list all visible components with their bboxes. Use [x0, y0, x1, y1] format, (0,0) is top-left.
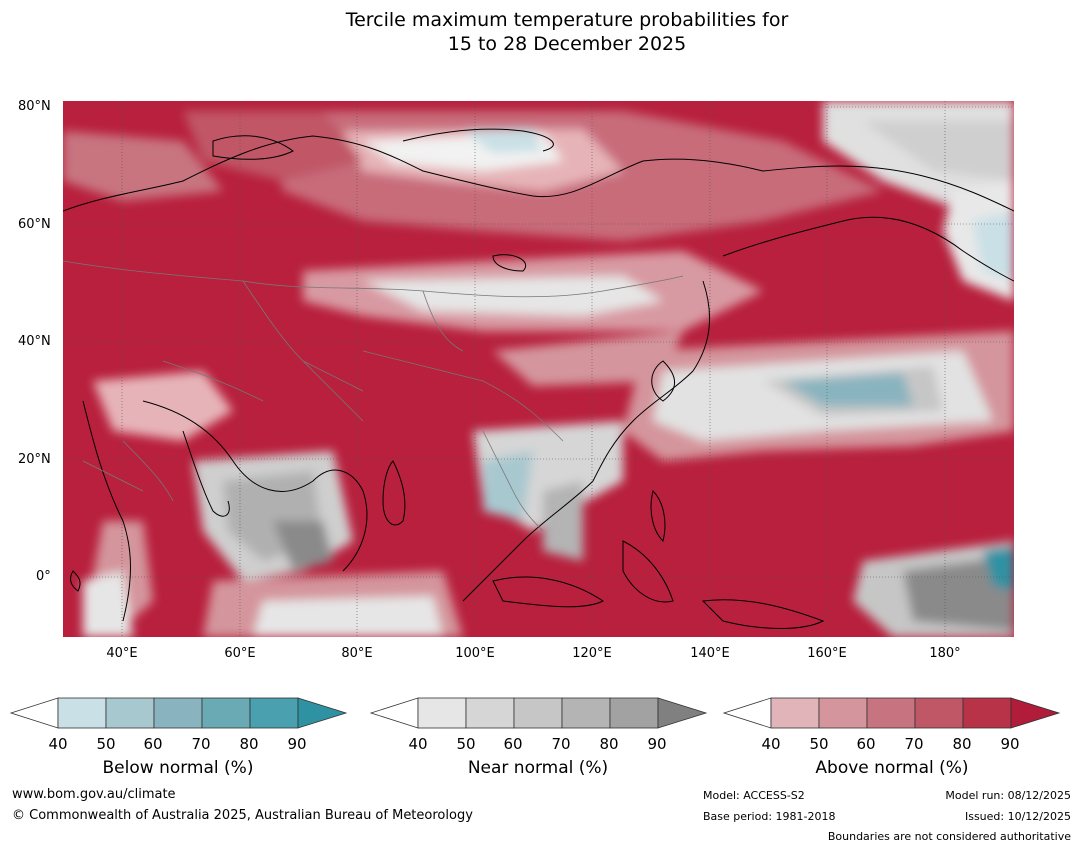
- above-tick-90: 90: [1000, 735, 1020, 753]
- country-boundaries: [62, 260, 684, 532]
- below-normal-segment: [57, 697, 107, 729]
- above-normal-segment: [818, 697, 868, 729]
- below-normal-segment: [105, 697, 155, 729]
- title-line-2: 15 to 28 December 2025: [447, 33, 687, 55]
- near-normal-segment: [417, 697, 467, 729]
- lat-label-0: 0°: [36, 569, 51, 584]
- copyright-text: © Commonwealth of Australia 2025, Austra…: [12, 808, 473, 823]
- above-normal-segment: [770, 697, 820, 729]
- below-normal-segment: [249, 697, 299, 729]
- below-tick-80: 80: [239, 735, 259, 753]
- above-normal-extend-high: [1010, 697, 1061, 729]
- lat-label-60n: 60°N: [18, 217, 51, 232]
- lon-label-180: 180°: [929, 646, 961, 661]
- above-tick-50: 50: [809, 735, 829, 753]
- near-normal-extend-high: [657, 697, 708, 729]
- near-normal-segment: [465, 697, 515, 729]
- map-title: Tercile maximum temperature probabilitie…: [0, 8, 1081, 56]
- below-normal-colorbar: [10, 697, 348, 729]
- coastlines: [62, 128, 1015, 629]
- near-normal-segment: [561, 697, 611, 729]
- below-normal-label: Below normal (%): [102, 758, 254, 778]
- base-period-text: Base period: 1981-2018: [703, 810, 836, 823]
- graticule: [63, 101, 1014, 637]
- model-text: Model: ACCESS-S2: [703, 789, 805, 802]
- below-tick-40: 40: [48, 735, 68, 753]
- near-normal-segment: [513, 697, 563, 729]
- lon-label-80e: 80°E: [341, 646, 373, 661]
- lon-label-120e: 120°E: [572, 646, 612, 661]
- lon-label-160e: 160°E: [807, 646, 847, 661]
- above-tick-60: 60: [856, 735, 876, 753]
- near-tick-90: 90: [647, 735, 667, 753]
- near-normal-label: Near normal (%): [467, 758, 609, 778]
- probability-map: [62, 101, 1015, 637]
- lon-label-40e: 40°E: [106, 646, 138, 661]
- above-normal-segment: [866, 697, 916, 729]
- lon-label-60e: 60°E: [224, 646, 256, 661]
- near-normal-colorbar: [370, 697, 708, 729]
- near-tick-40: 40: [408, 735, 428, 753]
- below-tick-50: 50: [96, 735, 116, 753]
- lat-label-20n: 20°N: [18, 452, 51, 467]
- below-normal-extend-high: [297, 697, 348, 729]
- above-normal-colorbar: [723, 697, 1061, 729]
- below-tick-70: 70: [191, 735, 211, 753]
- above-tick-70: 70: [904, 735, 924, 753]
- lon-label-100e: 100°E: [455, 646, 495, 661]
- lon-label-140e: 140°E: [690, 646, 730, 661]
- near-tick-80: 80: [599, 735, 619, 753]
- disclaimer-text: Boundaries are not considered authoritat…: [827, 830, 1071, 843]
- near-normal-segment: [609, 697, 659, 729]
- above-normal-segment: [962, 697, 1012, 729]
- title-line-1: Tercile maximum temperature probabilitie…: [345, 9, 789, 31]
- near-tick-70: 70: [551, 735, 571, 753]
- model-run-text: Model run: 08/12/2025: [945, 789, 1071, 802]
- website-link[interactable]: www.bom.gov.au/climate: [12, 787, 176, 802]
- below-normal-segment: [153, 697, 203, 729]
- below-tick-90: 90: [287, 735, 307, 753]
- above-normal-label: Above normal (%): [815, 758, 969, 778]
- near-tick-60: 60: [503, 735, 523, 753]
- above-normal-segment: [914, 697, 964, 729]
- probability-zones: [63, 101, 1014, 637]
- lat-label-40n: 40°N: [18, 334, 51, 349]
- near-tick-50: 50: [456, 735, 476, 753]
- near-normal-extend-low: [370, 697, 419, 729]
- above-normal-extend-low: [723, 697, 772, 729]
- above-tick-40: 40: [761, 735, 781, 753]
- lat-label-80n: 80°N: [18, 99, 51, 114]
- below-normal-extend-low: [10, 697, 59, 729]
- map-canvas: [62, 101, 1015, 637]
- issued-text: Issued: 10/12/2025: [964, 810, 1071, 823]
- below-normal-segment: [201, 697, 251, 729]
- above-tick-80: 80: [952, 735, 972, 753]
- below-tick-60: 60: [143, 735, 163, 753]
